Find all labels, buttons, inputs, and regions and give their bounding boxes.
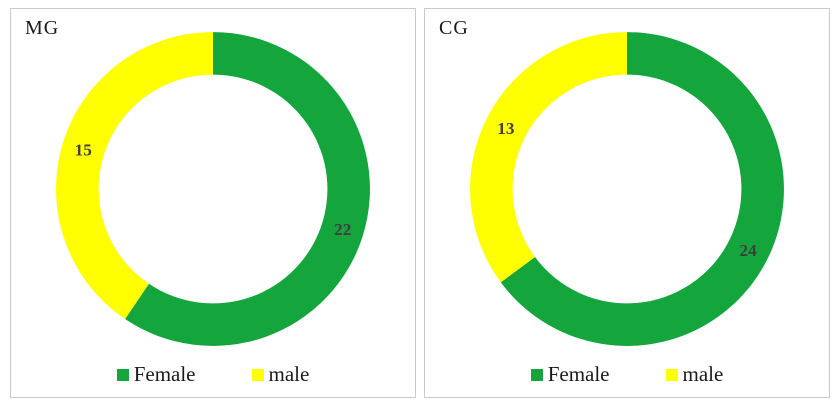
pie-slice-male <box>56 32 213 320</box>
chart-title-cg: CG <box>439 17 469 39</box>
legend-item-male: male <box>251 362 310 387</box>
data-label-male: 15 <box>75 140 92 159</box>
legend-item-female: Female <box>530 362 610 387</box>
legend-item-male: male <box>665 362 724 387</box>
data-label-male: 13 <box>497 119 515 138</box>
donut-chart-cg: 24 13 <box>470 32 784 346</box>
data-label-female: 22 <box>334 220 351 239</box>
legend-mg: Female male <box>11 362 415 387</box>
legend-item-female: Female <box>116 362 196 387</box>
chart-panel-mg: MG 22 15 Female male <box>10 8 416 398</box>
chart-title-mg: MG <box>25 17 60 39</box>
legend-label-male: male <box>682 362 724 386</box>
donut-chart-mg: 22 15 <box>56 32 370 346</box>
pie-slice-female <box>500 32 784 346</box>
legend-cg: Female male <box>425 362 829 387</box>
legend-label-female: Female <box>547 362 610 386</box>
legend-swatch-male <box>665 368 678 381</box>
pie-slice-female <box>125 32 370 346</box>
legend-label-female: Female <box>133 362 196 386</box>
legend-label-male: male <box>268 362 310 386</box>
legend-swatch-female <box>530 368 543 381</box>
legend-swatch-male <box>251 368 264 381</box>
pie-slice-male <box>470 32 627 283</box>
data-label-female: 24 <box>740 241 758 260</box>
legend-swatch-female <box>116 368 129 381</box>
chart-panel-cg: CG 24 13 Female male <box>424 8 830 398</box>
